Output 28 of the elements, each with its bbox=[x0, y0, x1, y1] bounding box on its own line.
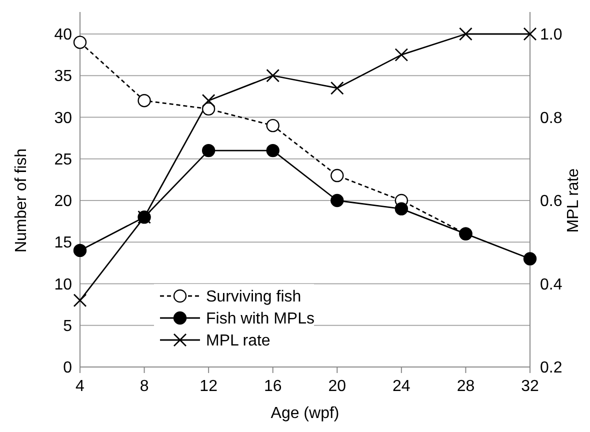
x-tick-label: 16 bbox=[264, 378, 282, 395]
legend-label: Surviving fish bbox=[206, 288, 302, 306]
x-axis-title: Age (wpf) bbox=[270, 405, 340, 422]
legend-label: Fish with MPLs bbox=[206, 310, 314, 328]
y2-tick-label: 0.8 bbox=[540, 110, 562, 127]
x-tick-label: 4 bbox=[76, 378, 85, 395]
y-tick-label: 0 bbox=[63, 360, 72, 377]
y2-tick-label: 1.0 bbox=[540, 26, 562, 44]
y-tick-label: 15 bbox=[54, 234, 72, 252]
y-tick-label: 5 bbox=[63, 318, 72, 335]
x-tick-label: 12 bbox=[200, 378, 218, 395]
y2-tick-label: 0.2 bbox=[540, 360, 562, 377]
y-tick-label: 10 bbox=[54, 276, 72, 294]
y2-tick-label: 0.6 bbox=[540, 193, 562, 210]
y-tick-label: 35 bbox=[54, 68, 72, 86]
x-tick-label: 20 bbox=[328, 378, 346, 395]
x-tick-label: 24 bbox=[392, 378, 410, 395]
y-tick-label: 40 bbox=[54, 26, 72, 44]
x-tick-label: 32 bbox=[521, 378, 539, 395]
y-tick-label: 30 bbox=[54, 110, 72, 127]
y-tick-label: 25 bbox=[54, 151, 72, 168]
y-axis-title: Number of fish bbox=[13, 148, 30, 253]
x-tick-label: 28 bbox=[456, 378, 475, 395]
y-tick-label: 20 bbox=[54, 193, 72, 210]
y2-axis-title: MPL rate bbox=[565, 168, 582, 233]
x-tick-label: 8 bbox=[140, 378, 149, 395]
y2-tick-label: 0.4 bbox=[540, 276, 562, 294]
legend-label: MPL rate bbox=[206, 332, 270, 350]
